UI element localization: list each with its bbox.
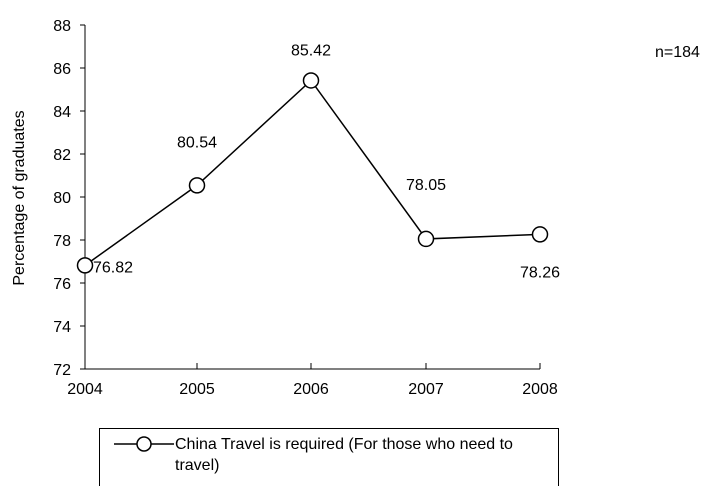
y-tick-label: 88 bbox=[53, 18, 71, 35]
x-tick-label: 2006 bbox=[293, 381, 329, 398]
y-tick-label: 78 bbox=[53, 233, 71, 250]
data-point bbox=[76, 257, 94, 274]
series-line bbox=[84, 79, 541, 266]
x-tick-label: 2007 bbox=[408, 381, 444, 398]
y-tick-label: 82 bbox=[53, 147, 71, 164]
y-axis-ticks: 72 74 76 78 80 82 84 86 88 bbox=[53, 18, 85, 379]
data-point bbox=[417, 230, 435, 248]
data-label: 78.05 bbox=[406, 177, 446, 194]
data-points bbox=[76, 72, 549, 274]
y-tick-label: 86 bbox=[53, 61, 71, 78]
y-tick-label: 80 bbox=[53, 190, 71, 207]
data-point bbox=[531, 226, 549, 243]
y-tick-label: 72 bbox=[53, 362, 71, 379]
data-label: 76.82 bbox=[93, 259, 133, 276]
x-tick-label: 2005 bbox=[179, 381, 215, 398]
x-axis-ticks: 2004 2005 2006 2007 2008 bbox=[67, 363, 558, 398]
y-tick-label: 76 bbox=[53, 276, 71, 293]
legend-line-circle-icon bbox=[114, 436, 174, 452]
sample-size-note: n=184 bbox=[655, 44, 700, 61]
y-tick-label: 74 bbox=[53, 319, 71, 336]
data-label: 80.54 bbox=[177, 134, 217, 151]
y-axis-title: Percentage of graduates bbox=[11, 110, 28, 285]
data-label: 85.42 bbox=[291, 42, 331, 59]
data-point bbox=[188, 177, 206, 194]
legend-label: China Travel is required (For those who … bbox=[175, 436, 513, 474]
y-tick-label: 84 bbox=[53, 104, 71, 121]
x-tick-label: 2008 bbox=[522, 381, 558, 398]
data-labels: 76.82 80.54 85.42 78.05 78.26 bbox=[93, 42, 560, 281]
x-tick-label: 2004 bbox=[67, 381, 103, 398]
chart-legend: China Travel is required (For those who … bbox=[99, 428, 559, 486]
data-point bbox=[302, 72, 320, 89]
data-label: 78.26 bbox=[520, 264, 560, 281]
